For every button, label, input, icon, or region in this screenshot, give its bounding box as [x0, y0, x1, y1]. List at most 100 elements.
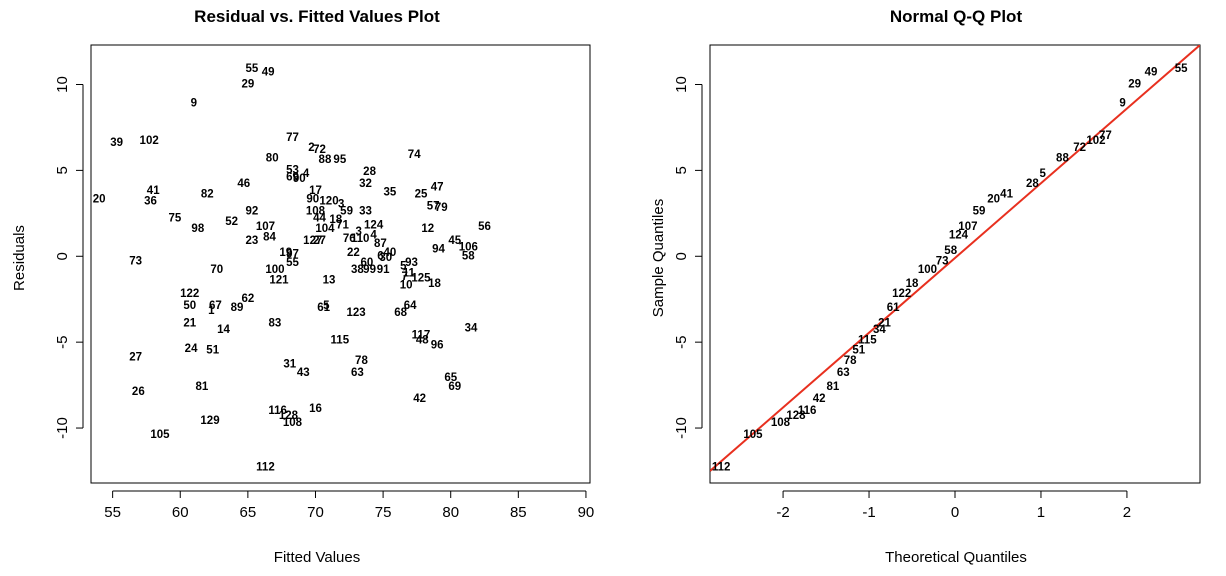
y-tick-label: -10	[54, 417, 71, 439]
point-label: 31	[283, 358, 296, 370]
point-label: 13	[323, 274, 336, 286]
point-label: 58	[462, 250, 475, 262]
point-label: 122	[180, 288, 199, 300]
point-label: 38	[351, 264, 364, 276]
point-label: 105	[150, 429, 170, 441]
point-label: 89	[231, 302, 244, 314]
point-label: 41	[147, 185, 160, 197]
point-label: 112	[712, 462, 731, 474]
point-label: 116	[798, 405, 817, 417]
y-tick-label: -5	[673, 335, 690, 348]
point-label: 104	[315, 223, 335, 235]
point-label: 50	[183, 300, 196, 312]
point-label: 26	[132, 386, 145, 398]
point-label: 75	[168, 212, 181, 224]
x-tick-label: 90	[578, 504, 595, 521]
point-label: 121	[269, 274, 289, 286]
x-tick-label: 85	[510, 504, 527, 521]
point-label: 97	[286, 249, 299, 261]
x-tick-label: 80	[442, 504, 459, 521]
point-label: 81	[827, 381, 840, 393]
point-label: 108	[771, 417, 791, 429]
point-label: 57	[427, 200, 440, 212]
point-label: 14	[217, 324, 230, 336]
point-label: 78	[844, 355, 857, 367]
point-label: 16	[309, 403, 322, 415]
point-label: 60	[360, 257, 373, 269]
point-label: 116	[268, 405, 287, 417]
x-axis: -2 -1 0 1 2	[776, 490, 1131, 521]
point-label: 17	[309, 185, 322, 197]
point-label: 65	[444, 372, 457, 384]
point-label: 46	[237, 178, 250, 190]
point-label: 52	[225, 216, 238, 228]
qq-reference-line	[710, 45, 1200, 472]
point-label: 22	[347, 247, 360, 259]
y-tick-label: 10	[54, 76, 71, 93]
x-axis: 55 60 65 70 75 80 85 90	[104, 490, 595, 521]
y-axis: -10 -5 0 5 10	[54, 76, 84, 439]
point-label: 77	[1099, 130, 1112, 142]
point-label: 108	[306, 206, 326, 218]
point-label: 48	[416, 334, 429, 346]
point-label: 3	[356, 226, 362, 238]
x-axis-label: Fitted Values	[274, 549, 360, 566]
point-label: 27	[313, 235, 326, 247]
y-axis-label: Residuals	[11, 225, 28, 291]
point-label: 94	[432, 243, 445, 255]
point-label: 107	[958, 221, 977, 233]
point-label: 127	[303, 235, 322, 247]
x-tick-label: -2	[776, 504, 789, 521]
point-label: 76	[343, 233, 356, 245]
point-label: 6	[377, 250, 383, 262]
point-label: 18	[906, 278, 919, 290]
x-tick-label: 1	[1037, 504, 1045, 521]
point-label: 96	[431, 340, 444, 352]
point-label: 1	[208, 305, 215, 317]
point-label: 49	[262, 66, 275, 78]
point-label: 73	[129, 255, 142, 267]
point-label: 41	[1000, 188, 1013, 200]
point-label: 102	[140, 135, 159, 147]
point-label: 55	[286, 257, 299, 269]
y-tick-label: 10	[673, 76, 690, 93]
x-tick-label: 2	[1123, 504, 1131, 521]
point-label: 74	[408, 149, 421, 161]
point-label: 98	[191, 223, 204, 235]
point-label: 80	[266, 152, 279, 164]
point-label: 9	[1119, 97, 1125, 109]
point-label: 93	[405, 257, 418, 269]
point-label: 28	[1026, 178, 1039, 190]
y-tick-label: 5	[54, 166, 71, 174]
y-tick-label: 5	[673, 166, 690, 174]
point-label: 83	[269, 317, 282, 329]
point-label: 39	[110, 137, 123, 149]
point-label: 79	[435, 202, 448, 214]
point-label: 88	[319, 154, 332, 166]
y-axis-label: Sample Quantiles	[650, 199, 667, 317]
y-tick-label: 0	[54, 252, 71, 260]
point-label: 69	[286, 171, 299, 183]
point-label: 73	[936, 255, 949, 267]
x-tick-label: 60	[172, 504, 189, 521]
point-label: 107	[256, 221, 275, 233]
point-label: 70	[210, 264, 223, 276]
point-label: 84	[263, 231, 276, 243]
point-label: 51	[852, 345, 865, 357]
point-label: 92	[246, 206, 259, 218]
point-label: 88	[1056, 152, 1069, 164]
point-label: 59	[973, 206, 986, 218]
point-label: 91	[377, 264, 390, 276]
point-label: 30	[379, 252, 392, 264]
point-label: 3	[338, 199, 344, 211]
point-label: 34	[465, 322, 478, 334]
x-axis-label: Theoretical Quantiles	[885, 549, 1027, 566]
point-label: 115	[858, 334, 877, 346]
point-label: 18	[428, 278, 441, 290]
point-label: 62	[241, 293, 254, 305]
point-label: 129	[200, 415, 219, 427]
point-label: 27	[129, 352, 142, 364]
x-tick-label: 70	[307, 504, 324, 521]
